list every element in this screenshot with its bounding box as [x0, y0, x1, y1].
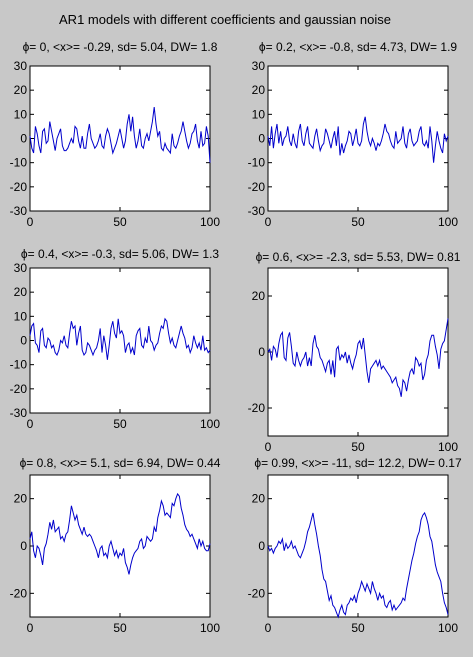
y-tick-label: -20: [248, 586, 266, 600]
y-tick-label: 10: [252, 107, 266, 121]
series-line: [29, 492, 211, 575]
x-tick-label: 100: [438, 215, 458, 229]
y-tick-label: 0: [20, 132, 27, 146]
y-tick-label: -20: [10, 180, 28, 194]
y-tick-label: 0: [20, 334, 27, 348]
x-tick-label: 0: [27, 621, 34, 635]
y-tick-label: -10: [10, 156, 28, 170]
series-line: [267, 318, 449, 397]
x-tick-label: 0: [265, 621, 272, 635]
x-tick-label: 100: [200, 417, 220, 431]
subplot-6: ϕ= 0.99, <x>= -11, sd= 12.2, DW= 0.17 20 0…: [248, 456, 462, 635]
plot-area: [267, 267, 449, 437]
series-line: [29, 317, 211, 360]
y-tick-label: -30: [10, 406, 28, 420]
subplot-3: ϕ= 0.4, <x>= -0.3, sd= 5.06, DW= 1.330 20…: [10, 247, 221, 431]
x-tick-label: 0: [27, 215, 34, 229]
x-tick-label: 0: [27, 417, 34, 431]
subplot-5: ϕ= 0.8, <x>= 5.1, sd= 6.94, DW= 0.44 20 0 -…: [10, 456, 221, 635]
y-tick-label: 0: [20, 539, 27, 553]
y-tick-label: -30: [248, 204, 266, 218]
series-line: [267, 116, 449, 163]
y-tick-label: 0: [258, 345, 265, 359]
y-tick-label: 10: [14, 107, 28, 121]
subplot-title: ϕ= 0.6, <x>= -2.3, sd= 5.53, DW= 0.81: [256, 250, 461, 264]
y-tick-label: -20: [248, 401, 266, 415]
plot-area: [29, 267, 211, 414]
y-tick-label: 0: [258, 132, 265, 146]
x-tick-label: 0: [265, 215, 272, 229]
plot-area: [29, 474, 211, 618]
x-tick-label: 50: [351, 621, 365, 635]
y-tick-label: -20: [10, 382, 28, 396]
y-tick-label: 20: [14, 83, 28, 97]
y-tick-label: 10: [14, 309, 28, 323]
plot-area: [29, 65, 211, 212]
y-tick-label: 30: [14, 59, 28, 73]
subplot-title: ϕ= 0.2, <x>= -0.8, sd= 4.73, DW= 1.9: [259, 40, 457, 54]
y-tick-label: 0: [258, 539, 265, 553]
x-tick-label: 50: [113, 215, 127, 229]
subplot-title: ϕ= 0, <x>= -0.29, sd= 5.04, DW= 1.8: [23, 40, 218, 54]
subplot-2: ϕ= 0.2, <x>= -0.8, sd= 4.73, DW= 1.9 30 20…: [248, 40, 459, 229]
y-tick-label: 20: [14, 285, 28, 299]
y-tick-label: -30: [10, 204, 28, 218]
plot-area: [267, 65, 449, 212]
subplot-title: ϕ= 0.4, <x>= -0.3, sd= 5.06, DW= 1.3: [21, 247, 219, 261]
y-tick-label: 30: [14, 261, 28, 275]
subplot-title: ϕ= 0.8, <x>= 5.1, sd= 6.94, DW= 0.44: [20, 456, 221, 470]
y-tick-label: -10: [10, 358, 28, 372]
y-tick-label: 20: [252, 289, 266, 303]
y-tick-label: 30: [252, 59, 266, 73]
subplot-1: ϕ= 0, <x>= -0.29, sd= 5.04, DW= 1.8 30 20 1…: [10, 40, 221, 229]
x-tick-label: 50: [113, 417, 127, 431]
y-tick-label: 20: [252, 83, 266, 97]
x-tick-label: 100: [200, 215, 220, 229]
subplot-grid: ϕ= 0, <x>= -0.29, sd= 5.04, DW= 1.8 30 20 1…: [10, 40, 462, 635]
series-line: [29, 107, 211, 163]
y-tick-label: 20: [14, 492, 28, 506]
x-tick-label: 100: [438, 621, 458, 635]
x-tick-label: 100: [438, 440, 458, 454]
y-tick-label: -20: [248, 180, 266, 194]
figure-title: AR1 models with different coefficients a…: [59, 12, 391, 27]
y-tick-label: -20: [10, 586, 28, 600]
x-tick-label: 100: [200, 621, 220, 635]
subplot-title: ϕ= 0.99, <x>= -11, sd= 12.2, DW= 0.17: [254, 456, 462, 470]
x-tick-label: 50: [113, 621, 127, 635]
y-tick-label: 20: [252, 492, 266, 506]
x-tick-label: 50: [351, 215, 365, 229]
x-tick-label: 50: [351, 440, 365, 454]
subplot-4: ϕ= 0.6, <x>= -2.3, sd= 5.53, DW= 0.81 20 0…: [248, 250, 461, 454]
y-tick-label: -10: [248, 156, 266, 170]
x-tick-label: 0: [265, 440, 272, 454]
series-line: [267, 511, 449, 619]
